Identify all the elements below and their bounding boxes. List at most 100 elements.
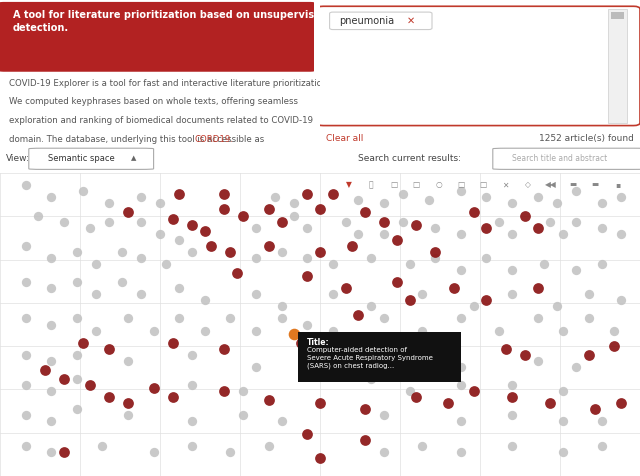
Point <box>404 387 415 395</box>
Point <box>148 327 159 335</box>
Point <box>200 327 210 335</box>
Point <box>558 230 568 238</box>
Point <box>552 303 562 310</box>
Point <box>571 267 581 274</box>
Point <box>360 406 370 413</box>
Text: View:: View: <box>6 154 30 162</box>
Point <box>59 448 69 456</box>
Point <box>302 224 312 232</box>
Text: Semantic space: Semantic space <box>48 154 115 162</box>
Point <box>507 382 517 389</box>
Point <box>616 230 626 238</box>
Point <box>507 394 517 401</box>
Point <box>270 194 280 202</box>
Point <box>46 194 56 202</box>
Point <box>200 297 210 305</box>
Point <box>148 385 159 392</box>
Point <box>161 261 172 268</box>
Text: ▪: ▪ <box>615 180 620 189</box>
Point <box>276 248 287 256</box>
Point <box>20 279 31 287</box>
Point <box>251 327 261 335</box>
Point <box>238 212 248 220</box>
Point <box>174 315 184 323</box>
Point <box>46 418 56 426</box>
Point <box>136 218 146 226</box>
Point <box>398 218 408 226</box>
Text: Clear all: Clear all <box>326 134 364 142</box>
Point <box>417 291 428 298</box>
Point <box>72 248 82 256</box>
Text: ✕: ✕ <box>406 16 415 26</box>
Text: A tool for literature prioritization based on unsupervised keyphrase
detection.: A tool for literature prioritization bas… <box>13 10 388 33</box>
Point <box>78 339 88 347</box>
Point <box>404 261 415 268</box>
Point <box>289 330 300 338</box>
Point <box>558 448 568 456</box>
Point <box>225 315 236 323</box>
Point <box>552 200 562 208</box>
Point <box>520 351 530 359</box>
Point <box>78 188 88 196</box>
Point <box>40 367 50 374</box>
Point <box>91 291 101 298</box>
Point <box>596 224 607 232</box>
Point <box>264 242 274 250</box>
Point <box>353 230 364 238</box>
Point <box>72 279 82 287</box>
Point <box>168 339 178 347</box>
Point <box>289 212 300 220</box>
Point <box>507 291 517 298</box>
Point <box>616 400 626 407</box>
Point <box>558 387 568 395</box>
Point <box>558 418 568 426</box>
Point <box>392 351 402 359</box>
Point <box>443 351 453 359</box>
Point <box>494 327 504 335</box>
Point <box>20 351 31 359</box>
Text: Title:: Title: <box>307 337 330 346</box>
Point <box>379 218 389 226</box>
Point <box>20 382 31 389</box>
FancyBboxPatch shape <box>0 3 317 73</box>
Text: ◀◀: ◀◀ <box>545 180 556 189</box>
Text: Search current results:: Search current results: <box>358 154 461 162</box>
Point <box>328 261 338 268</box>
Point <box>116 248 127 256</box>
Point <box>20 442 31 449</box>
Point <box>219 191 229 198</box>
Point <box>97 442 108 449</box>
Point <box>596 442 607 449</box>
Text: 🔍: 🔍 <box>369 180 374 189</box>
Point <box>360 436 370 444</box>
Point <box>264 206 274 214</box>
Point <box>251 255 261 262</box>
Point <box>347 242 357 250</box>
Point <box>392 279 402 287</box>
Point <box>468 387 479 395</box>
Point <box>46 357 56 365</box>
Point <box>360 209 370 217</box>
Point <box>174 191 184 198</box>
Point <box>46 387 56 395</box>
Point <box>507 230 517 238</box>
Point <box>315 400 325 407</box>
Point <box>72 376 82 383</box>
Point <box>276 418 287 426</box>
Point <box>84 382 95 389</box>
Point <box>219 345 229 353</box>
Point <box>507 200 517 208</box>
Point <box>571 363 581 371</box>
Point <box>155 200 165 208</box>
Text: ▬: ▬ <box>591 180 599 189</box>
Point <box>200 228 210 235</box>
Point <box>328 191 338 198</box>
Point <box>532 194 543 202</box>
Point <box>507 412 517 419</box>
Point <box>481 297 492 305</box>
Point <box>276 218 287 226</box>
Point <box>571 218 581 226</box>
Point <box>174 285 184 292</box>
Point <box>596 200 607 208</box>
Text: exploration and ranking of biomedical documents related to COVID-19: exploration and ranking of biomedical do… <box>10 116 314 125</box>
